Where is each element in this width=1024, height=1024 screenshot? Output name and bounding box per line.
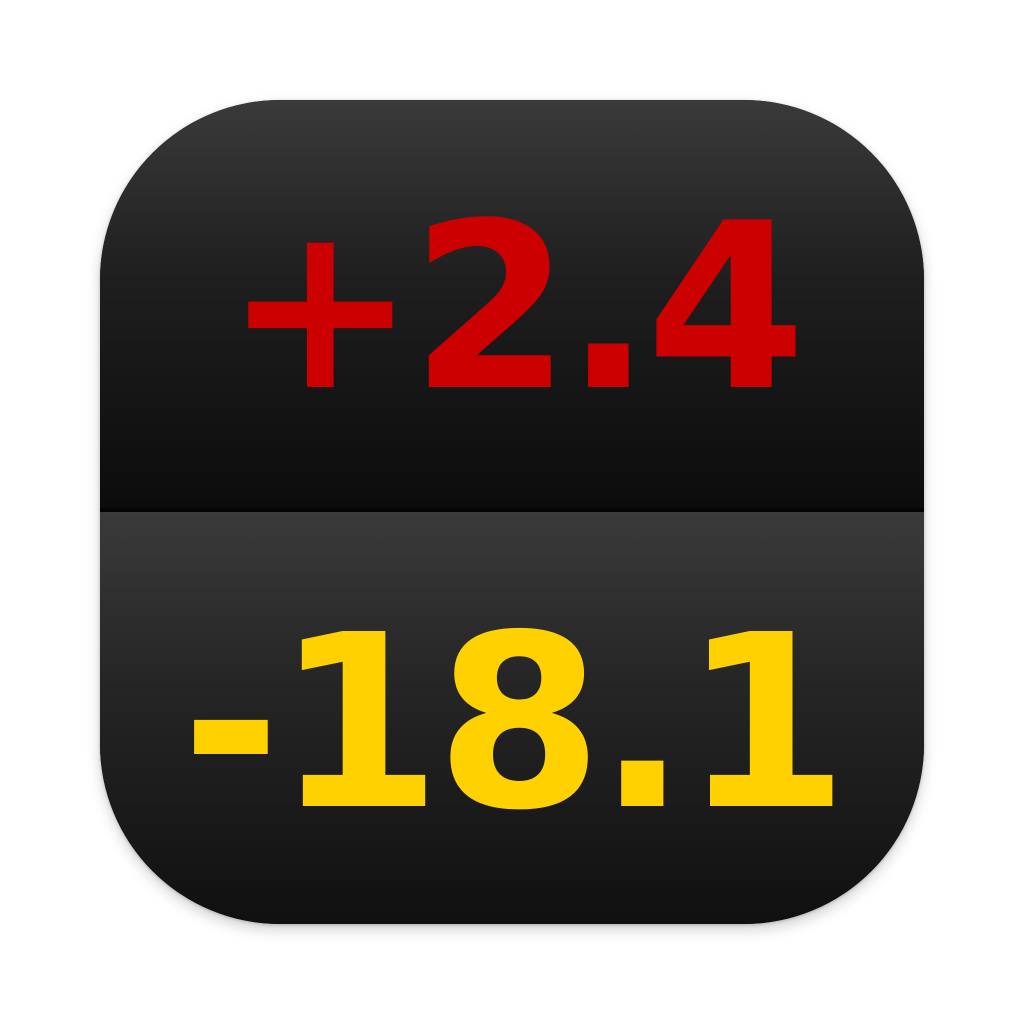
- top-value-readout: +2.4: [223, 175, 806, 442]
- top-readout-panel: +2.4: [100, 100, 924, 508]
- app-icon[interactable]: +2.4 -18.1: [100, 100, 924, 924]
- bottom-value-readout: -18.1: [181, 583, 849, 863]
- panel-divider: [100, 508, 924, 512]
- bottom-readout-panel: -18.1: [100, 512, 924, 924]
